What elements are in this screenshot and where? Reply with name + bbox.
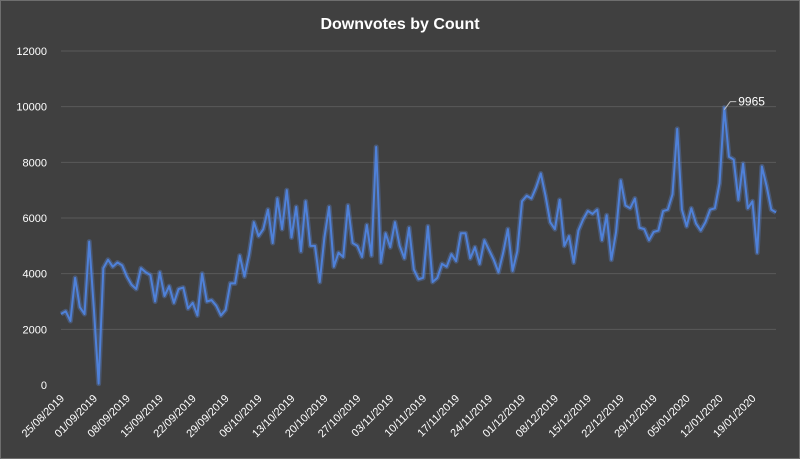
data-labels: 9965: [723, 95, 765, 110]
x-axis-tick-labels: 25/08/201901/09/201908/09/201915/09/2019…: [20, 393, 759, 440]
series-line: [60, 106, 777, 385]
series-layer: [59, 105, 778, 387]
y-tick-label: 8000: [23, 157, 47, 169]
y-tick-label: 2000: [23, 324, 47, 336]
y-axis-tick-labels: 0 2000 4000 6000 8000 10000 12000: [16, 46, 47, 392]
data-label-peak: 9965: [738, 95, 765, 109]
gridlines: [61, 50, 776, 330]
y-tick-label: 10000: [16, 102, 47, 114]
y-tick-label: 4000: [23, 269, 47, 281]
series-line-glow: [59, 105, 778, 387]
y-tick-label: 0: [41, 380, 47, 392]
y-tick-label: 12000: [16, 46, 47, 58]
chart-title: Downvotes by Count: [320, 16, 480, 33]
data-label-leader: [723, 101, 737, 110]
y-tick-label: 6000: [23, 213, 47, 225]
